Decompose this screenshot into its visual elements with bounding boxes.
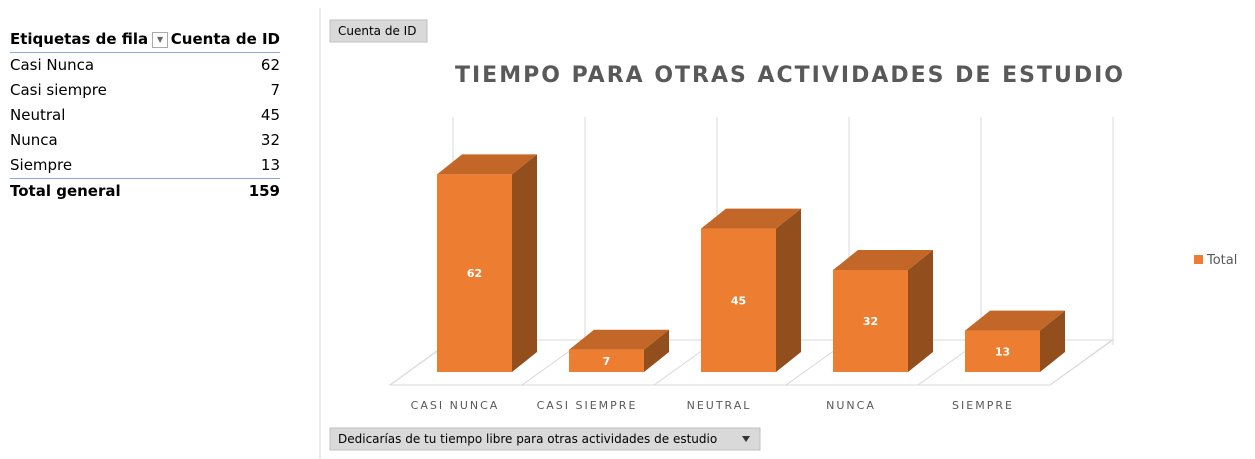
bar xyxy=(965,330,1040,372)
x-tick-label: CASI SIEMPRE xyxy=(537,399,638,412)
x-tick-label: CASI NUNCA xyxy=(411,399,500,412)
value-cell: 62 xyxy=(260,56,280,74)
label-cell: Siempre xyxy=(10,156,73,174)
field-button[interactable] xyxy=(329,19,428,43)
bar xyxy=(437,174,512,372)
value-cell: 45 xyxy=(260,106,280,124)
total-row: Total general 159 xyxy=(10,178,280,204)
x-tick-label: NEUTRAL xyxy=(687,399,752,412)
dropdown-arrow xyxy=(742,436,750,442)
data-label: 7 xyxy=(603,355,611,368)
axis-field-button[interactable] xyxy=(329,427,761,451)
bar-top xyxy=(701,208,801,229)
label-cell: Nunca xyxy=(10,131,58,149)
label-cell: Casi Nunca xyxy=(10,56,95,74)
pivot-table: Etiquetas de fila ▼ Cuenta de ID Casi Nun… xyxy=(10,27,280,204)
bar-side xyxy=(776,208,801,372)
bar xyxy=(701,228,776,372)
rows: Casi Nunca 62 Casi siempre 7 Neutral 45 Nunca 3… xyxy=(10,53,280,178)
legend-label: Total xyxy=(1206,253,1237,268)
axis-field-button-label: Dedicarías de tu tiempo libre para otras… xyxy=(338,432,717,446)
total-value: 159 xyxy=(248,182,280,200)
bar-top xyxy=(965,310,1065,331)
value-cell: 7 xyxy=(270,81,280,99)
field-button-label: Cuenta de ID xyxy=(338,24,416,38)
data-label: 62 xyxy=(467,267,482,280)
bar-side xyxy=(1040,310,1065,372)
table-row: Casi Nunca 62 xyxy=(10,53,280,78)
bar xyxy=(569,349,644,372)
table-row: Nunca 32 xyxy=(10,128,280,153)
table-row: Siempre 13 xyxy=(10,153,280,178)
data-label: 32 xyxy=(863,315,878,328)
value-cell: 32 xyxy=(260,131,280,149)
header-cell: Cuenta de ID xyxy=(170,30,280,48)
header-label: Etiquetas de fila xyxy=(10,30,149,48)
table-row: Casi siempre 7 xyxy=(10,78,280,103)
x-tick-label: SIEMPRE xyxy=(952,399,1014,412)
bar-top xyxy=(437,154,537,175)
table-row: Neutral 45 xyxy=(10,103,280,128)
bar-side xyxy=(908,250,933,372)
data-label: 45 xyxy=(731,294,746,307)
total-label: Total general xyxy=(10,182,121,200)
bar-side xyxy=(644,329,669,372)
floor-divider xyxy=(1049,339,1114,386)
x-tick-label: NUNCA xyxy=(826,399,876,412)
chart-title: TIEMPO PARA OTRAS ACTIVIDADES DE ESTUDIO xyxy=(455,63,1125,88)
header-row: Etiquetas de fila ▼ Cuenta de ID xyxy=(10,27,280,53)
value-cell: 13 xyxy=(260,156,280,174)
bar-top xyxy=(569,329,669,350)
header-cell: Etiquetas de fila ▼ xyxy=(10,27,169,52)
label-cell: Neutral xyxy=(10,106,66,124)
legend-swatch xyxy=(1194,255,1203,264)
bar xyxy=(833,270,908,372)
data-label: 13 xyxy=(995,345,1010,358)
label-cell: Casi siempre xyxy=(10,81,107,99)
filter-button[interactable]: ▼ xyxy=(152,31,169,48)
bar-top xyxy=(833,250,933,270)
bar-side xyxy=(512,154,537,372)
